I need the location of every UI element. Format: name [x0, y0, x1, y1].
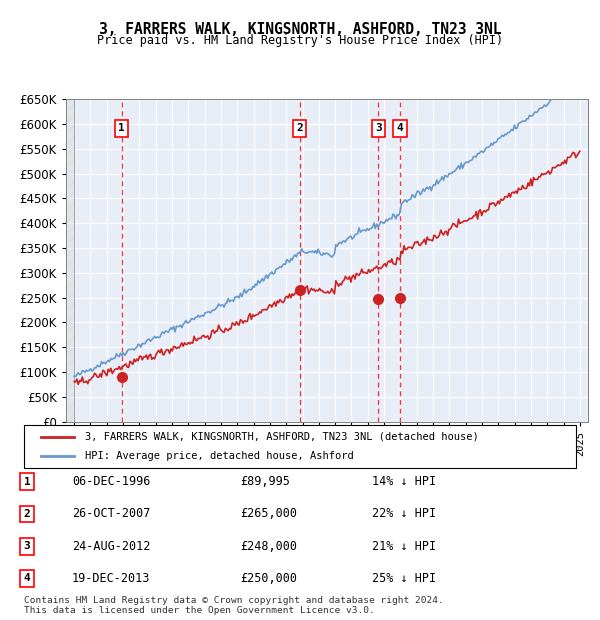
Text: £248,000: £248,000 [240, 540, 297, 552]
Text: 21% ↓ HPI: 21% ↓ HPI [372, 540, 436, 552]
Text: 3, FARRERS WALK, KINGSNORTH, ASHFORD, TN23 3NL (detached house): 3, FARRERS WALK, KINGSNORTH, ASHFORD, TN… [85, 432, 478, 442]
Text: 06-DEC-1996: 06-DEC-1996 [72, 476, 151, 488]
Text: 1: 1 [118, 123, 125, 133]
Text: 2: 2 [296, 123, 303, 133]
Text: 3: 3 [375, 123, 382, 133]
Text: £265,000: £265,000 [240, 508, 297, 520]
Text: Price paid vs. HM Land Registry's House Price Index (HPI): Price paid vs. HM Land Registry's House … [97, 34, 503, 47]
Text: HPI: Average price, detached house, Ashford: HPI: Average price, detached house, Ashf… [85, 451, 353, 461]
Text: 26-OCT-2007: 26-OCT-2007 [72, 508, 151, 520]
Text: 22% ↓ HPI: 22% ↓ HPI [372, 508, 436, 520]
Text: 25% ↓ HPI: 25% ↓ HPI [372, 572, 436, 585]
FancyBboxPatch shape [24, 425, 576, 468]
Text: 1: 1 [23, 477, 31, 487]
Text: 19-DEC-2013: 19-DEC-2013 [72, 572, 151, 585]
Text: 2: 2 [23, 509, 31, 519]
Text: 14% ↓ HPI: 14% ↓ HPI [372, 476, 436, 488]
Text: 3: 3 [23, 541, 31, 551]
Text: 4: 4 [23, 574, 31, 583]
Text: Contains HM Land Registry data © Crown copyright and database right 2024.
This d: Contains HM Land Registry data © Crown c… [24, 596, 444, 615]
Text: 4: 4 [397, 123, 403, 133]
Text: £250,000: £250,000 [240, 572, 297, 585]
Text: 24-AUG-2012: 24-AUG-2012 [72, 540, 151, 552]
Text: £89,995: £89,995 [240, 476, 290, 488]
Text: 3, FARRERS WALK, KINGSNORTH, ASHFORD, TN23 3NL: 3, FARRERS WALK, KINGSNORTH, ASHFORD, TN… [99, 22, 501, 37]
